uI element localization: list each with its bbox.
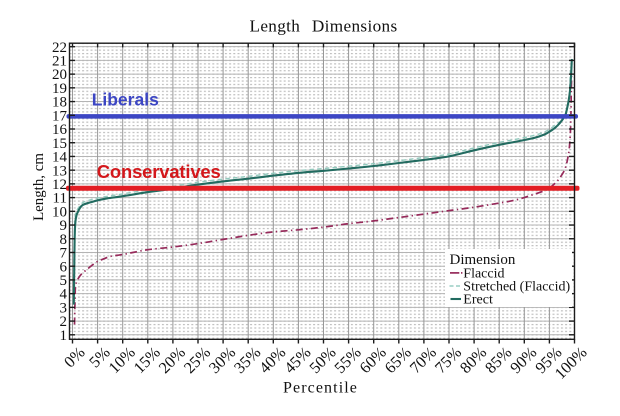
svg-text:Liberals: Liberals	[92, 89, 159, 109]
svg-text:Length, cm: Length, cm	[31, 153, 47, 221]
svg-text:9: 9	[60, 218, 68, 234]
svg-text:13: 13	[52, 163, 67, 179]
svg-text:14: 14	[52, 150, 68, 166]
svg-text:15: 15	[52, 136, 67, 152]
svg-text:22: 22	[52, 40, 67, 56]
svg-text:3: 3	[60, 301, 68, 317]
svg-text:Dimension: Dimension	[450, 252, 516, 268]
svg-text:17: 17	[52, 108, 68, 124]
svg-text:19: 19	[52, 81, 67, 97]
svg-text:16: 16	[52, 122, 68, 138]
svg-text:Erect: Erect	[463, 293, 493, 308]
svg-text:Length Dimensions: Length Dimensions	[249, 17, 397, 36]
svg-text:Stretched (Flaccid): Stretched (Flaccid)	[463, 279, 570, 294]
svg-text:4: 4	[60, 287, 68, 303]
svg-text:12: 12	[52, 177, 67, 193]
svg-text:11: 11	[53, 191, 67, 207]
svg-text:Flaccid: Flaccid	[463, 266, 504, 281]
svg-text:18: 18	[52, 95, 67, 111]
svg-text:1: 1	[60, 328, 68, 344]
svg-text:2: 2	[60, 314, 68, 330]
svg-text:Conservatives: Conservatives	[97, 161, 221, 182]
svg-text:10: 10	[52, 204, 67, 220]
svg-text:7: 7	[60, 246, 68, 262]
svg-text:Percentile: Percentile	[283, 380, 358, 397]
svg-text:6: 6	[60, 259, 68, 275]
svg-text:5: 5	[60, 273, 68, 289]
svg-text:8: 8	[60, 232, 68, 248]
svg-text:20: 20	[52, 67, 67, 83]
svg-text:21: 21	[52, 54, 67, 70]
